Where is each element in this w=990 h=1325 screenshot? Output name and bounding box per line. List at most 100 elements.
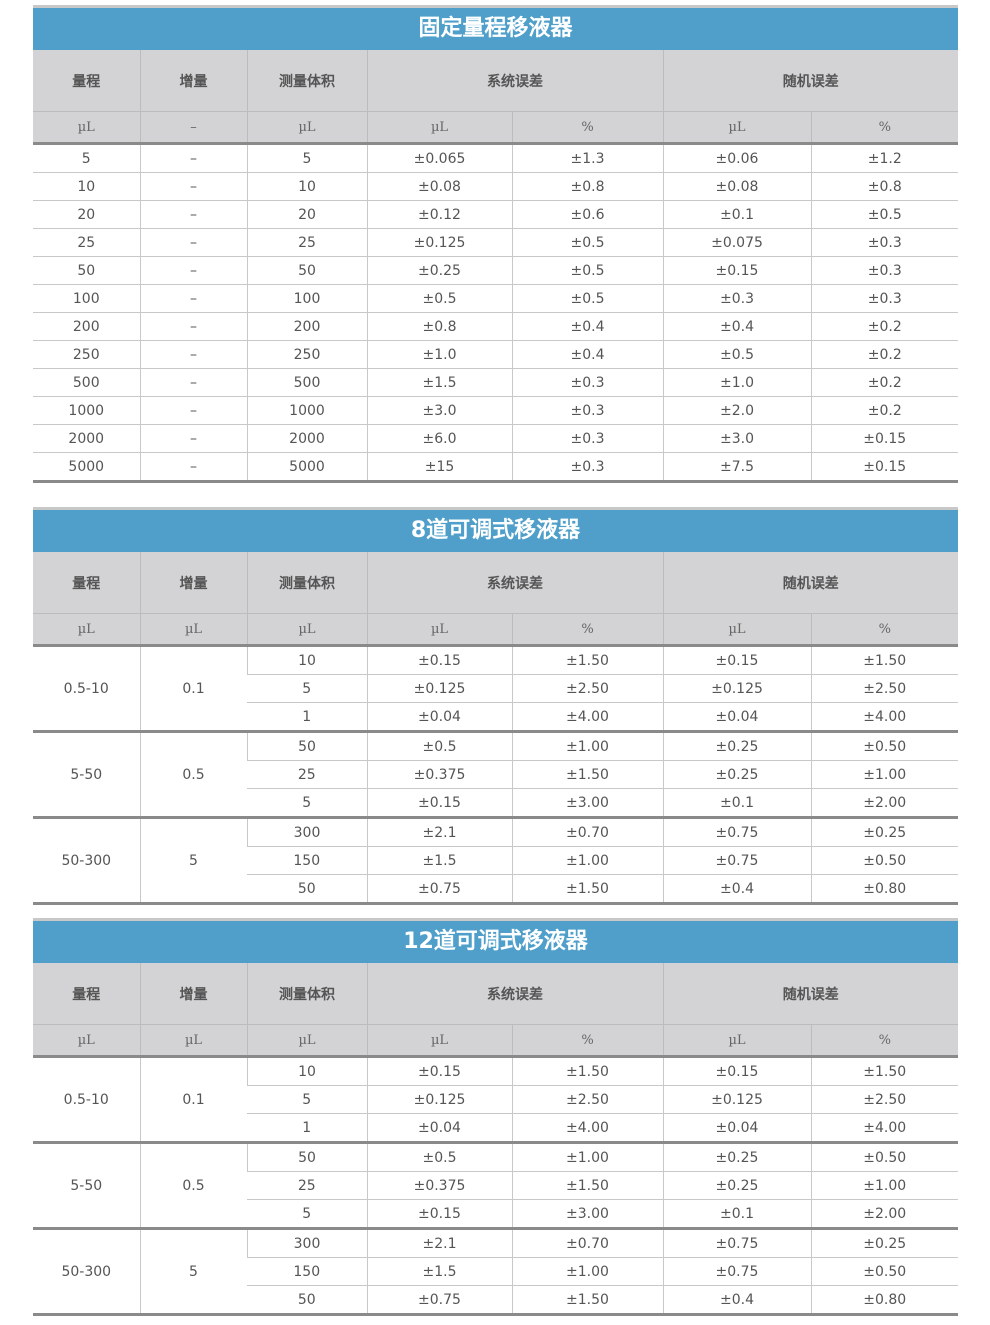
unit-cell: µL [366, 1024, 512, 1058]
header-test-volume: 测量体积 [246, 50, 367, 112]
table-cell: 5 [247, 788, 367, 819]
increment-cell: 0.1 [139, 645, 247, 733]
unit-cell: µL [662, 1024, 811, 1058]
table-cell: ±0.5 [511, 228, 663, 257]
table-cell: ±0.15 [366, 1056, 512, 1086]
spec-table: 量程 增量 测量体积 系统误差 随机误差 µL – µL µL% µL% 5–5 ±0.065 ±1.3… [33, 50, 958, 483]
table-cell: ±0.125 [366, 674, 512, 703]
unit-cell: µL [33, 1024, 140, 1058]
table-cell: ±2.50 [511, 674, 663, 703]
table-cell: ±3.00 [511, 788, 663, 819]
table-row: 5 ±0.15 ±3.00 ±0.1 ±2.00 [33, 1199, 958, 1230]
table-cell: ±0.75 [366, 874, 512, 905]
unit-cell: µL [366, 613, 512, 647]
table-cell: ±1.0 [662, 368, 811, 397]
table-cell: ±0.3 [511, 396, 663, 425]
table-cell: 50 [246, 731, 367, 761]
range-cell: 0.5-10 [33, 645, 140, 733]
table-cell: ±4.00 [511, 1113, 663, 1144]
unit-row: µL – µL µL% µL% [33, 111, 958, 145]
header-row: 量程 增量 测量体积 系统误差 随机误差 [33, 50, 958, 112]
table-cell: 5000 [33, 452, 140, 483]
table-row: 5-50 0.5 50 ±0.5 ±1.00 ±0.25 ±0.50 [33, 1142, 958, 1230]
table-cell: ±0.4 [662, 1285, 811, 1316]
table-cell: – [139, 200, 247, 229]
unit-cell: % [511, 111, 663, 145]
table-cell: ±0.4 [662, 874, 811, 905]
table-cell: ±1.50 [511, 1171, 663, 1200]
table-cell: ±0.6 [511, 200, 663, 229]
table-cell: ±1.50 [810, 1056, 958, 1086]
table-cell: ±2.50 [810, 674, 958, 703]
table-cell: ±1.50 [511, 645, 663, 675]
table-cell: ±0.2 [810, 368, 958, 397]
table-cell: ±0.125 [662, 674, 811, 703]
table-cell: 100 [33, 284, 140, 313]
table-cell: 300 [246, 1228, 367, 1258]
table-cell: ±0.8 [366, 312, 512, 341]
table-cell: 50 [247, 874, 367, 905]
table-cell: ±1.50 [511, 1285, 663, 1316]
increment-cell: 5 [139, 1228, 247, 1316]
unit-cell: µL [662, 613, 811, 647]
unit-cell: µL [246, 1024, 367, 1058]
unit-cell: µL [139, 613, 247, 647]
table-cell: 50 [33, 256, 140, 285]
table-cell: ±0.15 [810, 452, 958, 483]
table-cell: ±0.75 [662, 817, 811, 847]
table-cell: ±1.50 [511, 1056, 663, 1086]
table-cell: – [139, 143, 247, 173]
table-cell: ±7.5 [662, 452, 811, 483]
table-cell: ±0.125 [662, 1085, 811, 1114]
header-increment: 增量 [139, 963, 247, 1025]
table-cell: ±1.00 [511, 846, 663, 875]
table-row: 50–50 ±0.25 ±0.5 ±0.15 ±0.3 [33, 256, 958, 285]
table-cell: ±0.25 [662, 1171, 811, 1200]
table-cell: ±0.2 [810, 312, 958, 341]
table-cell: ±0.3 [511, 368, 663, 397]
header-increment: 增量 [139, 552, 247, 614]
header-range: 量程 [33, 50, 140, 112]
table-cell: ±3.0 [366, 396, 512, 425]
table-cell: ±2.50 [810, 1085, 958, 1114]
unit-cell: % [810, 1024, 958, 1058]
table-cell: ±0.3 [662, 284, 811, 313]
table-row: 150 ±1.5 ±1.00 ±0.75 ±0.50 [33, 846, 958, 875]
table-row: 50-300 5 300 ±2.1 ±0.70 ±0.75 ±0.25 [33, 1228, 958, 1316]
table-cell: 10 [246, 172, 367, 201]
table-cell: 5000 [246, 452, 367, 483]
header-increment: 增量 [139, 50, 247, 112]
table-row: 50-300 5 300 ±2.1 ±0.70 ±0.75 ±0.25 [33, 817, 958, 905]
unit-cell: µL [366, 111, 512, 145]
table-cell: 2000 [246, 424, 367, 453]
table-cell: ±4.00 [810, 1113, 958, 1144]
table-cell: 5 [247, 1199, 367, 1230]
table-cell: ±2.00 [810, 788, 958, 819]
table-cell: 150 [247, 1257, 367, 1286]
table-cell: ±0.25 [810, 1228, 958, 1258]
table-cell: ±0.15 [366, 645, 512, 675]
table-cell: – [139, 256, 247, 285]
table-row: 0.5-10 0.1 10 ±0.15 ±1.50 ±0.15 ±1.50 [33, 645, 958, 733]
table-title: 8道可调式移液器 [33, 510, 958, 552]
table-cell: ±0.70 [511, 1228, 663, 1258]
table-cell: ±4.00 [810, 702, 958, 733]
table-cell: 5 [246, 143, 367, 173]
table-cell: ±0.5 [810, 200, 958, 229]
divider [33, 5, 958, 8]
table-cell: 50 [247, 1285, 367, 1316]
table-cell: ±0.25 [810, 817, 958, 847]
table-cell: ±1.5 [366, 846, 512, 875]
header-test-volume: 测量体积 [246, 552, 367, 614]
header-random-error: 随机误差 [662, 50, 958, 112]
header-test-volume: 测量体积 [246, 963, 367, 1025]
increment-cell: 0.5 [139, 731, 247, 819]
unit-cell: % [810, 111, 958, 145]
table-cell: ±1.50 [810, 645, 958, 675]
table-cell: 150 [247, 846, 367, 875]
table-cell: ±0.15 [662, 1056, 811, 1086]
table-row: 25–25 ±0.125 ±0.5 ±0.075 ±0.3 [33, 228, 958, 257]
table-cell: ±0.50 [810, 846, 958, 875]
table-cell: – [139, 284, 247, 313]
table-cell: ±1.5 [366, 1257, 512, 1286]
